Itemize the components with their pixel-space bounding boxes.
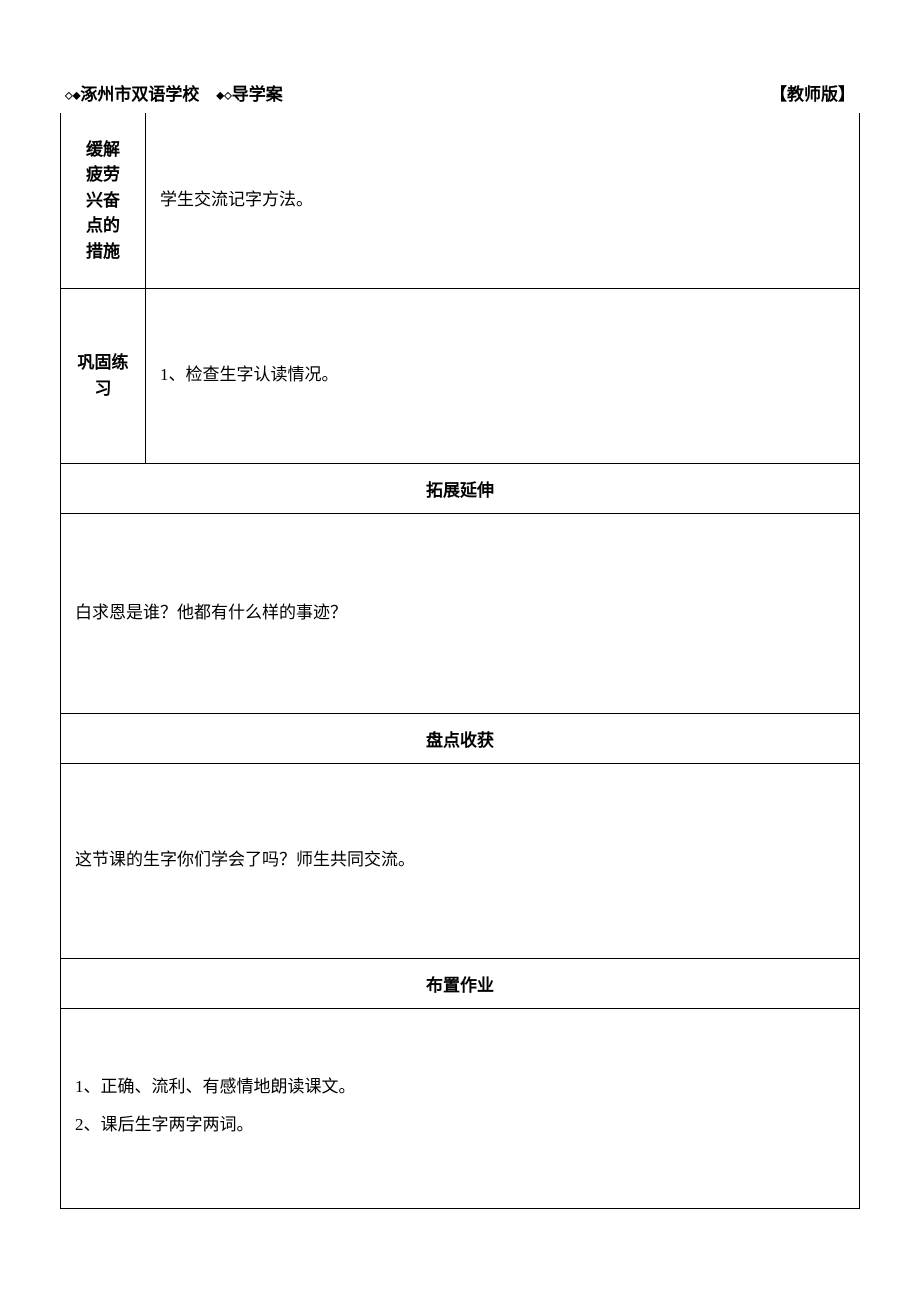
section-header-extension: 拓展延伸 [61,463,860,513]
homework-item-2: 2、课后生字两字两词。 [75,1106,845,1143]
table-row: 布置作业 [61,958,860,1008]
table-row: 1、正确、流利、有感情地朗读课文。 2、课后生字两字两词。 [61,1008,860,1208]
diamond-prefix-2: ◆◇ [216,91,231,102]
table-row: 拓展延伸 [61,463,860,513]
row-content-practice: 1、检查生字认读情况。 [146,288,860,463]
lesson-plan-table: 缓解 疲劳 兴奋 点的 措施 学生交流记字方法。 巩固练 习 1、检查生字认读情… [60,113,860,1209]
page-header: ◇◆涿州市双语学校 ◆◇导学案 【教师版】 [60,80,860,105]
table-row: 白求恩是谁？他都有什么样的事迹？ [61,513,860,713]
section-header-harvest: 盘点收获 [61,713,860,763]
row-label-fatigue: 缓解 疲劳 兴奋 点的 措施 [61,113,146,288]
section-content-homework: 1、正确、流利、有感情地朗读课文。 2、课后生字两字两词。 [61,1008,860,1208]
table-row: 这节课的生字你们学会了吗？师生共同交流。 [61,763,860,958]
header-left: ◇◆涿州市双语学校 ◆◇导学案 [65,80,283,105]
table-row: 盘点收获 [61,713,860,763]
school-name: 涿州市双语学校 [80,85,199,104]
diamond-prefix-1: ◇◆ [65,91,80,102]
row-content-fatigue: 学生交流记字方法。 [146,113,860,288]
row-label-practice: 巩固练 习 [61,288,146,463]
header-version: 【教师版】 [770,80,855,105]
section-content-harvest: 这节课的生字你们学会了吗？师生共同交流。 [61,763,860,958]
table-row: 缓解 疲劳 兴奋 点的 措施 学生交流记字方法。 [61,113,860,288]
homework-item-1: 1、正确、流利、有感情地朗读课文。 [75,1068,845,1105]
doc-type: 导学案 [232,85,283,104]
section-content-extension: 白求恩是谁？他都有什么样的事迹？ [61,513,860,713]
section-header-homework: 布置作业 [61,958,860,1008]
table-row: 巩固练 习 1、检查生字认读情况。 [61,288,860,463]
